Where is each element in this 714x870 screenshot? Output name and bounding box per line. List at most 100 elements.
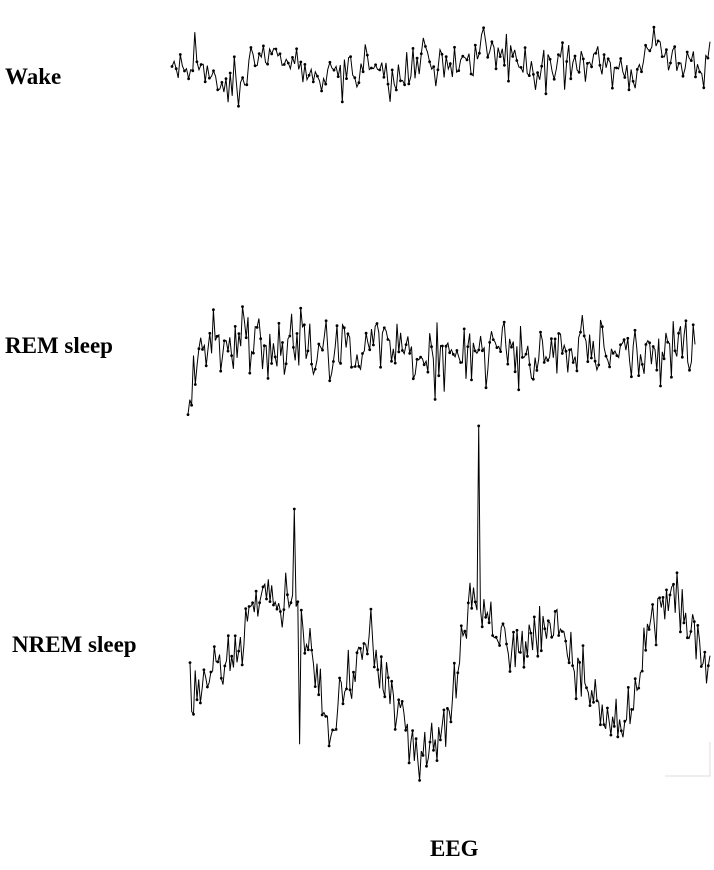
sample-point	[484, 386, 488, 390]
sample-point	[608, 365, 611, 369]
sample-point	[666, 340, 670, 344]
sample-point	[609, 733, 613, 737]
sample-point	[673, 349, 677, 353]
sample-point	[254, 589, 258, 593]
sample-point	[552, 77, 556, 81]
sample-point	[346, 332, 350, 336]
sample-point	[635, 68, 639, 71]
sample-point	[386, 82, 390, 86]
sample-point	[208, 331, 212, 335]
sample-point	[436, 68, 440, 72]
sample-point	[341, 702, 345, 706]
sample-point	[313, 685, 317, 688]
sample-point	[490, 40, 494, 44]
sample-point	[579, 330, 582, 334]
sample-point	[284, 362, 288, 366]
sample-point	[670, 375, 673, 379]
sample-point	[262, 344, 266, 348]
sample-point	[626, 686, 630, 689]
sample-point	[465, 58, 469, 62]
sample-point	[564, 349, 568, 353]
sample-point	[419, 52, 423, 56]
sample-point	[640, 363, 644, 366]
sample-point	[590, 65, 593, 69]
sample-point	[652, 25, 656, 29]
sample-point	[257, 52, 261, 55]
sample-point	[498, 55, 502, 58]
sample-point	[279, 610, 282, 613]
sample-point	[604, 354, 608, 358]
sample-point	[662, 357, 666, 361]
sample-point	[397, 350, 401, 354]
sample-point	[258, 601, 261, 605]
sample-point	[535, 369, 539, 372]
sample-point	[606, 57, 610, 61]
sample-point	[573, 54, 577, 58]
sample-point	[521, 356, 524, 359]
sample-point	[199, 701, 202, 705]
sample-point	[324, 714, 328, 718]
sample-point	[252, 351, 255, 355]
sample-point	[379, 365, 382, 369]
sample-point	[574, 697, 578, 701]
sample-point	[324, 319, 328, 323]
sample-point	[303, 63, 307, 66]
sample-point	[237, 332, 241, 335]
sample-point	[273, 355, 277, 359]
sample-point	[557, 53, 560, 56]
sample-point	[349, 55, 352, 59]
sample-point	[302, 323, 306, 327]
sample-point	[681, 74, 685, 78]
sample-point	[390, 359, 393, 363]
sample-point	[411, 729, 414, 732]
sample-point	[338, 676, 341, 680]
sample-point	[600, 325, 604, 329]
sample-point	[548, 57, 552, 61]
sample-point	[390, 679, 394, 683]
sample-point	[449, 720, 453, 724]
sample-point	[615, 354, 619, 357]
sample-point	[291, 56, 294, 59]
sample-point	[241, 305, 244, 308]
sample-point	[473, 349, 477, 353]
sample-point	[424, 45, 427, 48]
sample-point	[432, 65, 436, 68]
sample-point	[228, 71, 232, 75]
sample-point	[415, 357, 419, 361]
sample-point	[542, 361, 546, 364]
sample-point	[550, 337, 553, 341]
sample-point	[463, 629, 467, 633]
sample-point	[619, 57, 623, 60]
sample-point	[204, 364, 208, 368]
sample-point	[299, 608, 303, 612]
sample-point	[253, 64, 257, 68]
sample-point	[370, 66, 373, 70]
sample-point	[439, 738, 442, 742]
sample-point	[268, 600, 272, 603]
sample-point	[699, 665, 703, 668]
sample-point	[578, 661, 581, 664]
sample-point	[519, 66, 523, 69]
sample-point	[702, 86, 706, 90]
sample-point	[686, 636, 689, 640]
sample-point	[361, 352, 364, 355]
sample-point	[259, 337, 263, 341]
sample-point	[223, 664, 227, 668]
sample-point	[415, 56, 419, 60]
sample-point	[215, 334, 219, 338]
sample-point	[615, 66, 618, 70]
sample-point	[375, 322, 379, 325]
sample-point	[478, 51, 481, 55]
sample-point	[386, 676, 390, 679]
sample-point	[237, 104, 240, 108]
sample-point	[484, 615, 488, 619]
sample-point	[317, 342, 321, 346]
sample-point	[266, 377, 270, 380]
sample-point	[644, 343, 648, 346]
sample-point	[640, 70, 643, 74]
sample-point	[616, 735, 620, 739]
sample-point	[437, 374, 441, 378]
sample-point	[201, 348, 204, 351]
sample-point	[648, 341, 651, 345]
sample-point	[494, 67, 498, 71]
